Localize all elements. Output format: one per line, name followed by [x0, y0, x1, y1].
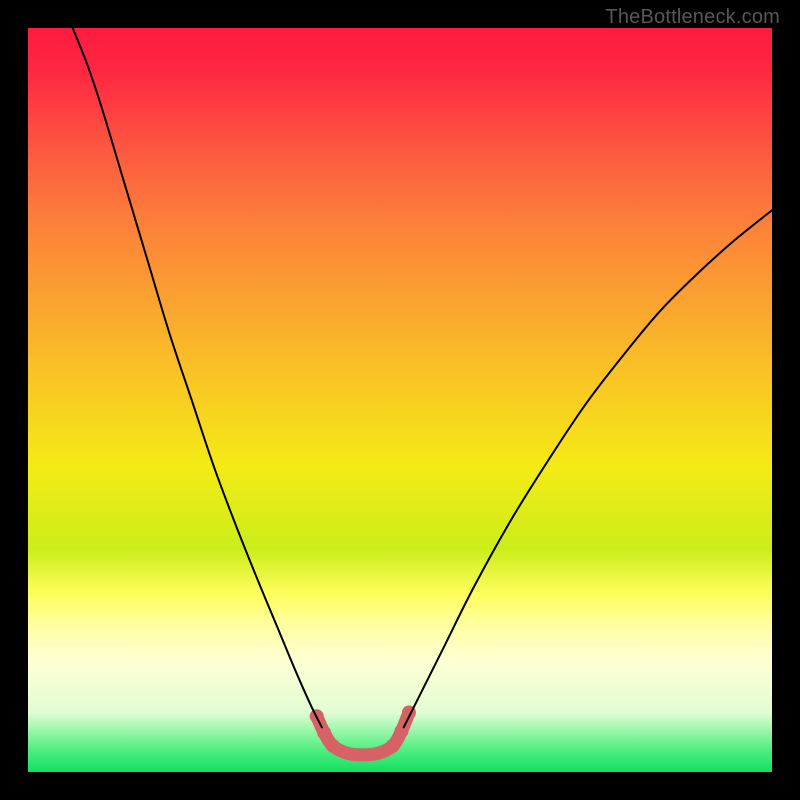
highlight-dot [386, 739, 400, 753]
highlight-dot [317, 726, 331, 740]
chart-frame: TheBottleneck.com [0, 0, 800, 800]
highlight-dot [394, 724, 408, 738]
watermark-text: TheBottleneck.com [605, 6, 780, 29]
bottleneck-curve-chart [28, 28, 772, 772]
gradient-background [28, 28, 772, 772]
plot-area [28, 28, 772, 772]
highlight-dot [326, 739, 340, 753]
